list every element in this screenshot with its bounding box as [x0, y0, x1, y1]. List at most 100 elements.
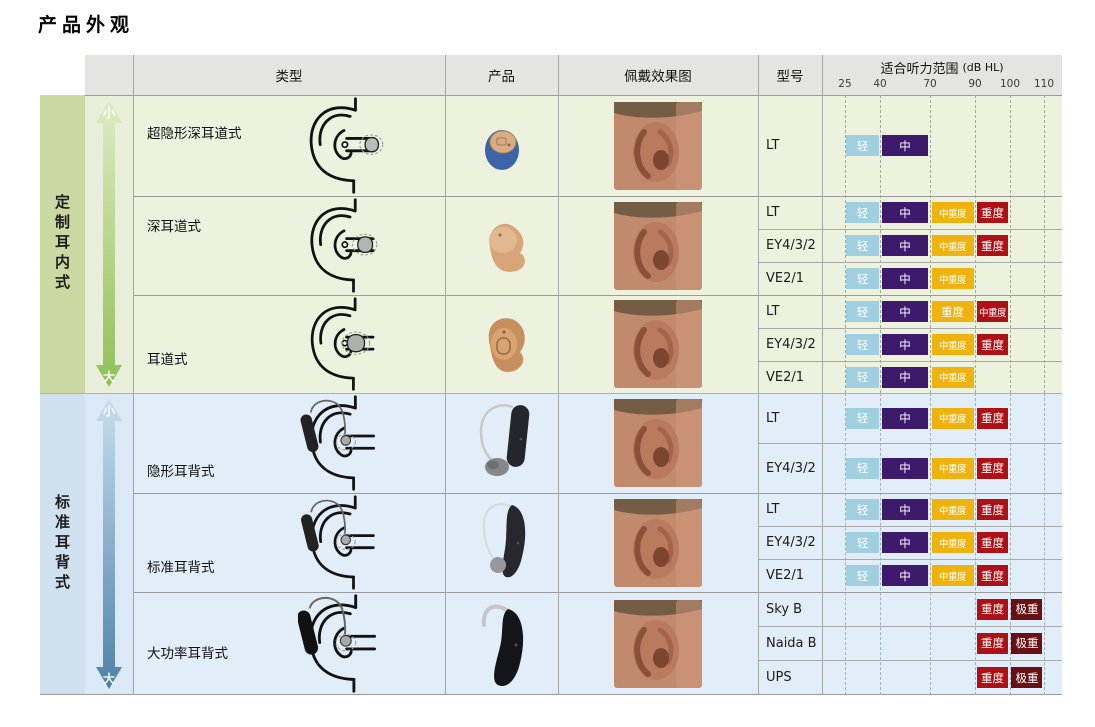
range-bar: 重度 [976, 235, 1009, 256]
range-bar-label: 重度 [980, 602, 1004, 616]
axis-tick-label: 90 [968, 78, 982, 90]
model-separator [758, 229, 1062, 230]
group-separator [133, 196, 1062, 197]
header-effect: 佩戴效果图 [624, 69, 692, 85]
range-bar-label: 中重度 [938, 538, 967, 550]
range-bar: 中重度 [931, 407, 974, 429]
range-bar-label: 中 [899, 304, 911, 319]
range-bar: 中重度 [931, 268, 974, 289]
range-bar-label: 重度 [980, 461, 1004, 475]
range-bar: 轻 [846, 457, 879, 479]
range-bar: 重度 [976, 334, 1009, 355]
model-name: EY4/3/2 [766, 238, 816, 253]
range-bar: 轻 [846, 366, 879, 388]
grid-line [880, 393, 881, 695]
range-bar: 中重度 [931, 235, 974, 256]
range-bar: 轻 [846, 202, 879, 223]
range-bar: 重度 [976, 632, 1009, 654]
range-bar-label: 中重度 [938, 208, 967, 220]
type-label: 深耳道式 [147, 219, 201, 235]
range-bar: 中 [881, 407, 929, 429]
range-bar: 中 [881, 366, 929, 388]
header-range: 适合听力范围 (dB HL) [822, 57, 1062, 77]
product-image [474, 599, 530, 689]
model-name: UPS [766, 670, 792, 685]
range-bar: 轻 [846, 532, 879, 553]
range-bar: 中重度 [931, 532, 974, 553]
range-bar-label: 中 [899, 238, 911, 253]
range-bar-label: 中重度 [938, 241, 967, 253]
range-bar-label: 中重度 [938, 464, 967, 475]
model-name: VE2/1 [766, 271, 805, 286]
axis-tick-label: 40 [873, 78, 887, 90]
model-separator [758, 526, 1062, 527]
wearing-effect-photo [614, 399, 702, 487]
header-model: 型号 [776, 69, 804, 85]
range-bar: 中重度 [931, 334, 974, 355]
size-small-label: 小 [102, 106, 115, 120]
grid-line [845, 95, 846, 393]
range-bar-label: 中重度 [938, 505, 967, 517]
grid-line [880, 95, 881, 393]
model-name: EY4/3/2 [766, 535, 816, 550]
range-bar-label: 轻 [856, 535, 869, 550]
section-boundary-line [40, 393, 1062, 394]
model-separator [758, 262, 1062, 263]
range-bar-label: 中 [899, 461, 911, 475]
range-bar-label: 中 [899, 205, 911, 220]
range-bar-label: 中重度 [938, 414, 967, 425]
ear-illustration [298, 594, 390, 693]
range-bar: 轻 [846, 268, 879, 289]
product-image [474, 308, 530, 380]
range-bar-label: 中 [899, 271, 911, 286]
range-bar-label: 中重度 [978, 307, 1007, 319]
size-large-label: 大 [102, 370, 115, 384]
range-bar: 轻 [846, 235, 879, 256]
header-range-unit: (dB HL) [962, 60, 1004, 74]
axis-tick-label: 25 [838, 78, 852, 90]
model-name: VE2/1 [766, 568, 805, 583]
range-bar-label: 极重 [1015, 636, 1039, 650]
range-bar: 重度 [976, 407, 1009, 429]
column-separator [758, 55, 759, 695]
axis-tick-label: 100 [999, 78, 1020, 90]
ear-illustration [298, 198, 390, 293]
range-bar: 中 [881, 202, 929, 223]
range-bar-label: 极重 [1015, 602, 1039, 616]
sidebar-cell [40, 393, 85, 695]
header-type: 类型 [275, 69, 303, 85]
range-bar-label: 轻 [856, 568, 869, 583]
range-bar-label: 重度 [980, 568, 1004, 583]
product-image [476, 213, 528, 279]
range-bar: 中 [881, 135, 929, 156]
range-bar-label: 中 [899, 138, 911, 153]
grid-line [1010, 393, 1011, 695]
range-bar-label: 重度 [980, 636, 1004, 650]
range-bar: 中 [881, 334, 929, 355]
header-bottom-line [85, 95, 1062, 96]
model-name: LT [766, 502, 780, 517]
range-bar-label: 重度 [980, 502, 1004, 517]
wearing-effect-photo [614, 202, 702, 290]
product-image [472, 499, 532, 587]
range-bar: 中 [881, 499, 929, 520]
range-bar-label: 重度 [941, 304, 964, 319]
range-bar: 中 [881, 457, 929, 479]
column-separator [445, 55, 446, 695]
range-bar-label: 重度 [980, 337, 1004, 352]
model-separator [758, 361, 1062, 362]
range-bar: 轻 [846, 135, 879, 156]
range-bar-label: 中重度 [938, 274, 967, 286]
wearing-effect-photo [614, 600, 702, 688]
range-bar-label: 中重度 [938, 571, 967, 583]
range-bar-label: 中 [899, 502, 911, 517]
model-name: LT [766, 410, 780, 426]
model-name: Naida B [766, 635, 817, 651]
ear-illustration [298, 395, 390, 491]
model-name: EY4/3/2 [766, 460, 816, 476]
range-bar-label: 轻 [856, 138, 869, 153]
range-bar: 中重度 [931, 565, 974, 586]
product-image [479, 118, 525, 174]
axis-tick-label: 70 [923, 78, 937, 90]
